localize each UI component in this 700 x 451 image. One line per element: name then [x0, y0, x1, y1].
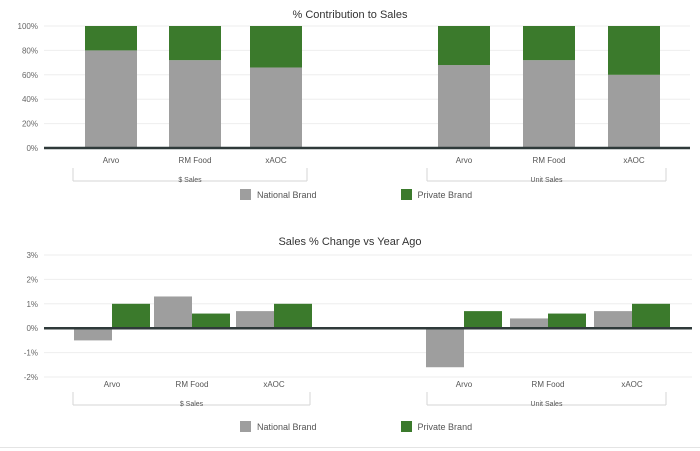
legend-swatch-national [240, 421, 251, 432]
bar-national-brand [154, 296, 192, 329]
x-category-label: Arvo [104, 380, 121, 389]
bar-national-brand [510, 318, 548, 329]
contribution-chart: % Contribution to Sales 0% 20% 40% 60% 80% 10… [0, 0, 700, 215]
bar-private-brand [523, 26, 575, 61]
bar-private-brand [85, 26, 137, 51]
bar-private-brand [274, 303, 312, 329]
bar-national-brand [169, 60, 221, 148]
legend-swatch-private [400, 189, 412, 200]
x-category-label: xAOC [265, 156, 287, 165]
y-tick-label: 0% [26, 324, 38, 333]
bar-national-brand [236, 311, 274, 329]
legend-item-private: Private Brand [400, 189, 473, 200]
chart-legend: National Brand Private Brand [240, 421, 556, 432]
chart-title: Sales % Change vs Year Ago [278, 236, 422, 248]
legend-label-private: Private Brand [417, 421, 473, 432]
y-tick-label: -2% [24, 373, 38, 382]
x-category-label: xAOC [623, 156, 645, 165]
bar-private-brand [608, 26, 660, 75]
y-tick-label: 1% [26, 300, 38, 309]
x-category-label: RM Food [532, 380, 565, 389]
x-category-label: xAOC [263, 380, 285, 389]
legend-swatch-private [400, 421, 412, 432]
bar-private-brand [464, 311, 502, 329]
bar-national-brand [523, 60, 575, 148]
x-category-label: RM Food [176, 380, 209, 389]
group-label: Unit Sales [531, 177, 563, 184]
x-category-label: Arvo [103, 156, 120, 165]
legend-item-national: National Brand [240, 421, 317, 432]
chart-legend: National Brand Private Brand [240, 189, 556, 200]
x-category-label: RM Food [179, 156, 212, 165]
group-label: $ Sales [180, 401, 204, 408]
x-category-label: xAOC [621, 380, 643, 389]
y-tick-label: 2% [26, 275, 38, 284]
page-divider [0, 447, 700, 448]
legend-label-private: Private Brand [417, 189, 473, 200]
group-label: $ Sales [178, 177, 202, 184]
sales-change-chart: Sales % Change vs Year Ago -2% -1% 0% 1% 2% 3… [0, 226, 700, 446]
legend-item-private: Private Brand [400, 421, 473, 432]
bar-national-brand [608, 74, 660, 148]
y-tick-label: 40% [22, 95, 38, 104]
y-tick-label: 100% [18, 22, 38, 31]
bar-national-brand [426, 328, 464, 368]
x-category-label: RM Food [533, 156, 566, 165]
bar-private-brand [169, 26, 221, 61]
bar-private-brand [548, 313, 586, 329]
legend-item-national: National Brand [240, 189, 317, 200]
y-tick-label: 3% [26, 251, 38, 260]
legend-swatch-national [240, 189, 251, 200]
y-tick-label: 60% [22, 71, 38, 80]
group-label: Unit Sales [531, 401, 563, 408]
bar-private-brand [112, 303, 150, 329]
x-category-label: Arvo [456, 380, 473, 389]
chart-title: % Contribution to Sales [292, 9, 408, 21]
bar-national-brand [438, 65, 490, 148]
y-tick-label: 0% [26, 144, 38, 153]
bar-national-brand [250, 67, 302, 148]
contribution-chart-plot: 0% 20% 40% 60% 80% 100% Arvo RM Food xAOC Arvo RM … [18, 22, 690, 184]
bar-national-brand [74, 328, 112, 341]
bar-private-brand [192, 313, 230, 329]
legend-label-national: National Brand [257, 189, 317, 200]
x-category-label: Arvo [456, 156, 473, 165]
legend-label-national: National Brand [257, 421, 317, 432]
bar-national-brand [594, 311, 632, 329]
sales-change-chart-plot: -2% -1% 0% 1% 2% 3% Arvo RM Food xAOC Arvo RM Food… [24, 251, 692, 408]
y-tick-label: 20% [22, 120, 38, 129]
bar-private-brand [438, 26, 490, 66]
y-tick-label: -1% [24, 349, 38, 358]
bar-private-brand [250, 26, 302, 68]
y-tick-label: 80% [22, 46, 38, 55]
bar-private-brand [632, 303, 670, 329]
bar-national-brand [85, 50, 137, 148]
